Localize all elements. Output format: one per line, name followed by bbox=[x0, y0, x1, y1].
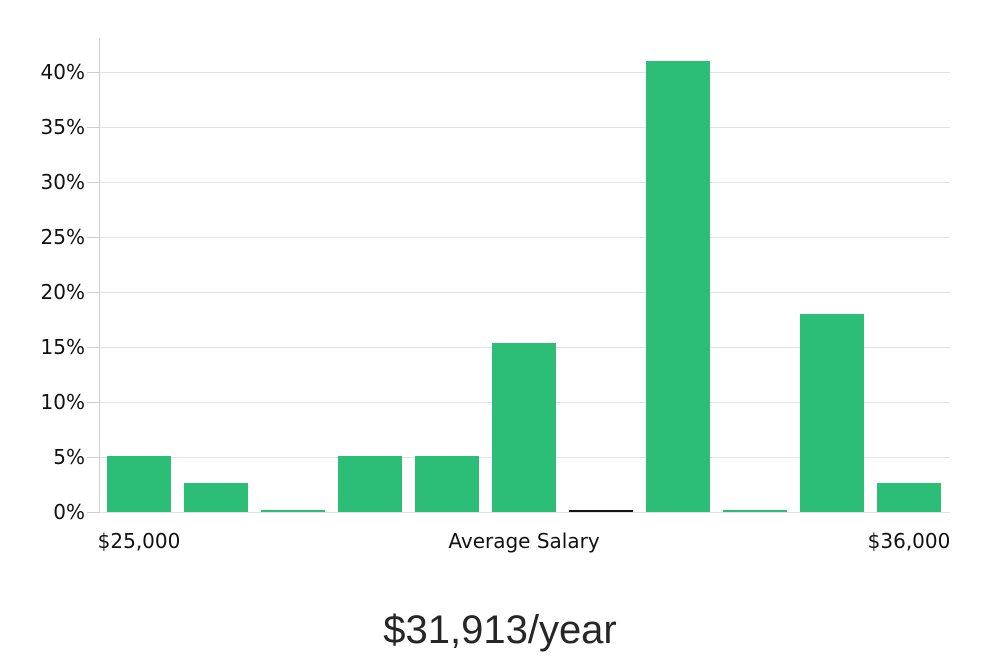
gridline bbox=[100, 126, 950, 128]
bar bbox=[261, 510, 325, 512]
x-tick-label: Average Salary bbox=[448, 529, 600, 553]
gridline bbox=[100, 71, 950, 73]
gridline bbox=[100, 236, 950, 238]
y-tick-label: 25% bbox=[40, 225, 85, 250]
y-tick-mark bbox=[87, 291, 100, 293]
y-tick-label: 35% bbox=[40, 115, 85, 140]
x-tick-label: $25,000 bbox=[97, 529, 181, 553]
y-tick-mark bbox=[87, 181, 100, 183]
y-tick-label: 5% bbox=[53, 445, 85, 469]
y-tick-label: 0% bbox=[53, 500, 85, 524]
bar bbox=[107, 456, 171, 512]
bar bbox=[492, 343, 556, 512]
x-tick-label: $36,000 bbox=[867, 529, 951, 553]
y-axis-line bbox=[99, 38, 100, 513]
bar bbox=[646, 61, 710, 512]
y-tick-label: 15% bbox=[40, 335, 85, 360]
y-tick-label: 10% bbox=[40, 390, 85, 415]
bar bbox=[723, 510, 787, 512]
y-tick-mark bbox=[87, 456, 100, 458]
gridline bbox=[100, 511, 950, 513]
y-tick-mark bbox=[87, 126, 100, 128]
bar bbox=[184, 483, 248, 512]
bar bbox=[877, 483, 941, 512]
y-tick-mark bbox=[87, 236, 100, 238]
bar bbox=[338, 456, 402, 512]
y-tick-label: 40% bbox=[40, 60, 85, 85]
gridline bbox=[100, 291, 950, 293]
y-tick-mark bbox=[87, 346, 100, 348]
y-tick-label: 20% bbox=[40, 280, 85, 305]
bar bbox=[415, 456, 479, 512]
y-tick-mark bbox=[87, 71, 100, 73]
gridline bbox=[100, 181, 950, 183]
y-tick-mark bbox=[87, 511, 100, 513]
y-tick-label: 30% bbox=[40, 170, 85, 195]
bar bbox=[569, 510, 633, 512]
y-tick-mark bbox=[87, 401, 100, 403]
chart-title: $31,913/year bbox=[383, 608, 617, 652]
bar bbox=[800, 314, 864, 512]
